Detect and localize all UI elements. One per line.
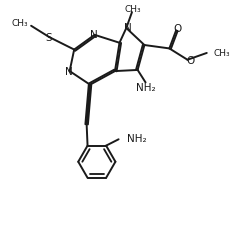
Text: O: O bbox=[174, 23, 182, 33]
Text: O: O bbox=[186, 56, 194, 66]
Text: CH₃: CH₃ bbox=[11, 19, 28, 28]
Text: NH₂: NH₂ bbox=[136, 83, 156, 93]
Text: N: N bbox=[65, 66, 72, 76]
Text: NH₂: NH₂ bbox=[127, 133, 147, 143]
Text: N: N bbox=[124, 23, 131, 33]
Text: S: S bbox=[45, 32, 52, 42]
Text: N: N bbox=[90, 30, 97, 40]
Text: CH₃: CH₃ bbox=[125, 5, 141, 14]
Text: CH₃: CH₃ bbox=[214, 49, 231, 58]
